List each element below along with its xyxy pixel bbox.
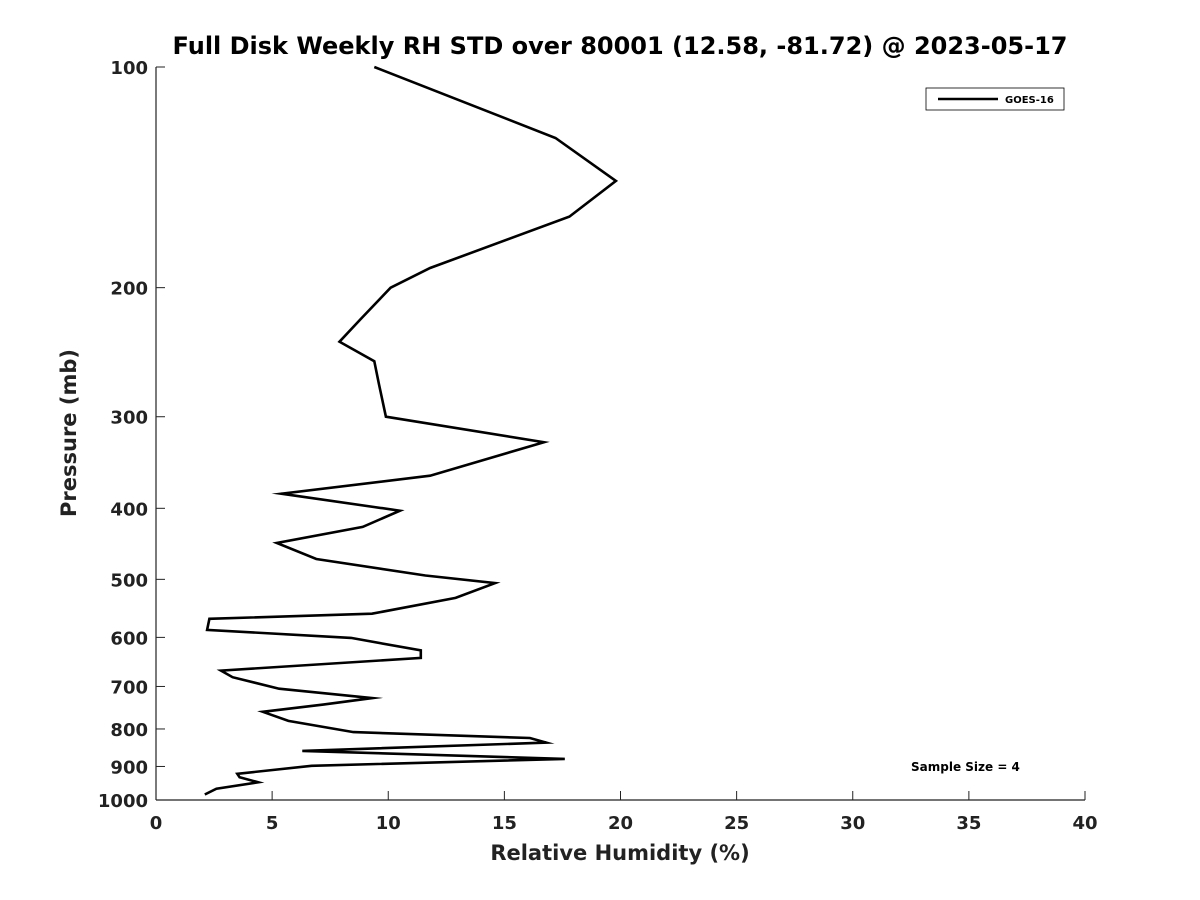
y-tick-label: 100 <box>110 58 148 79</box>
x-tick-label: 40 <box>1072 813 1097 834</box>
y-tick-label: 800 <box>110 720 148 741</box>
y-tick-label: 300 <box>110 408 148 429</box>
y-tick-label: 600 <box>110 628 148 649</box>
x-tick-label: 25 <box>724 813 749 834</box>
y-ticks: 100 200 300 400 500 600 700 800 900 1000 <box>98 58 165 812</box>
y-tick-label: 900 <box>110 757 148 778</box>
y-tick-label: 200 <box>110 279 148 300</box>
x-tick-label: 35 <box>956 813 981 834</box>
x-axis-label: Relative Humidity (%) <box>490 841 749 865</box>
series-layer <box>204 65 619 796</box>
x-tick-label: 15 <box>492 813 517 834</box>
y-tick-label: 1000 <box>98 791 148 812</box>
x-tick-label: 30 <box>840 813 865 834</box>
y-tick-label: 700 <box>110 677 148 698</box>
legend-label-goes-16: GOES-16 <box>1005 95 1054 106</box>
y-tick-label: 400 <box>110 499 148 520</box>
x-tick-label: 20 <box>608 813 633 834</box>
chart-title: Full Disk Weekly RH STD over 80001 (12.5… <box>173 32 1068 60</box>
x-ticks: 0 5 10 15 20 25 30 35 40 <box>150 791 1098 834</box>
x-tick-label: 10 <box>376 813 401 834</box>
x-tick-label: 0 <box>150 813 163 834</box>
y-tick-label: 500 <box>110 570 148 591</box>
y-axis-label: Pressure (mb) <box>57 349 81 517</box>
x-tick-label: 5 <box>266 813 279 834</box>
series-line-goes-16 <box>204 65 619 796</box>
legend: GOES-16 <box>925 87 1065 111</box>
sample-size-annotation: Sample Size = 4 <box>911 760 1020 774</box>
plot-area: 0 5 10 15 20 25 30 35 40 100 200 300 400 500 600 700 80… <box>98 58 1098 834</box>
